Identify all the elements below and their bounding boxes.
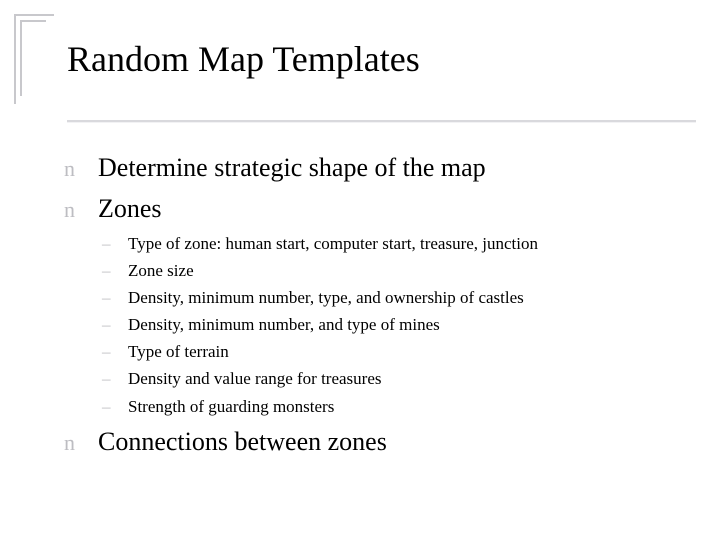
bullet-icon: n <box>64 197 82 223</box>
list-item-text: Type of zone: human start, computer star… <box>128 233 538 255</box>
list-item-text: Density, minimum number, type, and owner… <box>128 287 524 309</box>
corner-decoration <box>14 14 54 104</box>
bullet-icon: n <box>64 156 82 182</box>
list-item-text: Determine strategic shape of the map <box>98 152 486 185</box>
list-item: – Type of terrain <box>102 341 690 363</box>
list-item: – Type of zone: human start, computer st… <box>102 233 690 255</box>
list-item: – Density and value range for treasures <box>102 368 690 390</box>
slide-title: Random Map Templates <box>67 40 420 80</box>
list-item: – Density, minimum number, type, and own… <box>102 287 690 309</box>
dash-icon: – <box>102 234 116 254</box>
list-item: – Density, minimum number, and type of m… <box>102 314 690 336</box>
list-item-text: Zone size <box>128 260 194 282</box>
dash-icon: – <box>102 315 116 335</box>
bullet-icon: n <box>64 430 82 456</box>
list-item-text: Connections between zones <box>98 426 387 459</box>
dash-icon: – <box>102 369 116 389</box>
list-item: n Connections between zones <box>64 426 690 459</box>
sub-list: – Type of zone: human start, computer st… <box>102 233 690 418</box>
dash-icon: – <box>102 288 116 308</box>
title-underline <box>67 120 696 122</box>
list-item: n Zones <box>64 193 690 226</box>
dash-icon: – <box>102 397 116 417</box>
list-item: – Zone size <box>102 260 690 282</box>
list-item-text: Strength of guarding monsters <box>128 396 334 418</box>
slide-body: n Determine strategic shape of the map n… <box>64 152 690 466</box>
list-item: – Strength of guarding monsters <box>102 396 690 418</box>
list-item-text: Type of terrain <box>128 341 229 363</box>
list-item: n Determine strategic shape of the map <box>64 152 690 185</box>
list-item-text: Zones <box>98 193 162 226</box>
list-item-text: Density, minimum number, and type of min… <box>128 314 440 336</box>
dash-icon: – <box>102 342 116 362</box>
dash-icon: – <box>102 261 116 281</box>
list-item-text: Density and value range for treasures <box>128 368 381 390</box>
